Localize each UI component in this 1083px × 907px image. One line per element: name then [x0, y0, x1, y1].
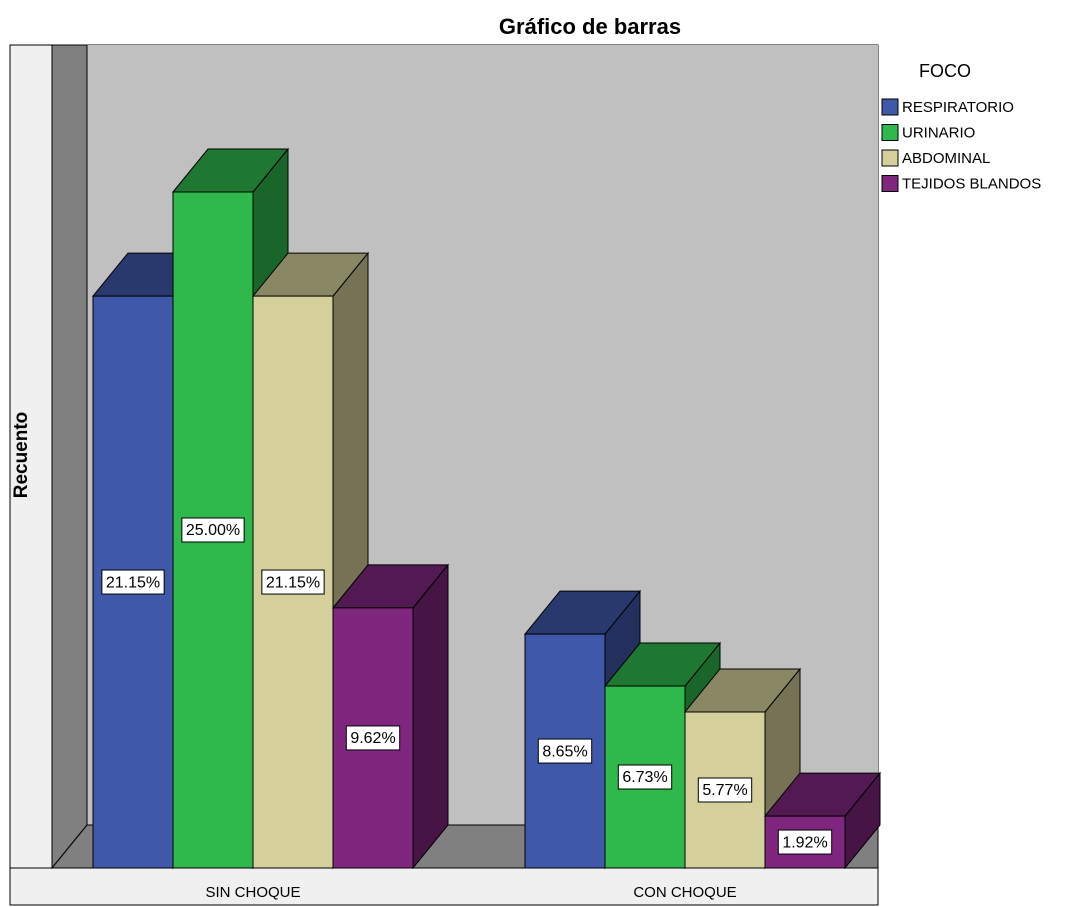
value-label-box	[697, 777, 753, 803]
value-label: 8.65%	[542, 743, 587, 760]
bar-side	[412, 563, 449, 870]
left-wall	[51, 44, 88, 870]
legend-label: URINARIO	[902, 124, 975, 141]
value-label: 25.00%	[186, 522, 240, 539]
legend-swatch	[881, 124, 899, 141]
legend-label: TEJIDOS BLANDOS	[902, 175, 1041, 192]
value-label-box	[345, 725, 401, 751]
chart-title: Gráfico de barras	[499, 14, 681, 39]
y-axis-label: Recuento	[11, 412, 32, 499]
value-label-box	[617, 764, 673, 790]
value-label: 6.73%	[622, 769, 667, 786]
value-label-box	[777, 829, 833, 855]
value-label-box	[181, 517, 245, 543]
value-label: 21.15%	[106, 574, 160, 591]
value-label-box	[537, 738, 593, 764]
legend-title: FOCO	[919, 61, 971, 81]
value-label: 9.62%	[350, 730, 395, 747]
value-label: 5.77%	[702, 782, 747, 799]
legend-swatch	[881, 175, 899, 192]
x-tick-label: CON CHOQUE	[633, 884, 736, 901]
value-label: 21.15%	[266, 574, 320, 591]
value-label-box	[261, 569, 325, 595]
value-label: 1.92%	[782, 834, 827, 851]
value-label-box	[101, 569, 165, 595]
x-tick-label: SIN CHOQUE	[205, 884, 300, 901]
legend-swatch	[881, 98, 899, 116]
legend-swatch	[881, 149, 899, 167]
legend-label: RESPIRATORIO	[902, 99, 1014, 116]
legend-label: ABDOMINAL	[902, 150, 990, 167]
